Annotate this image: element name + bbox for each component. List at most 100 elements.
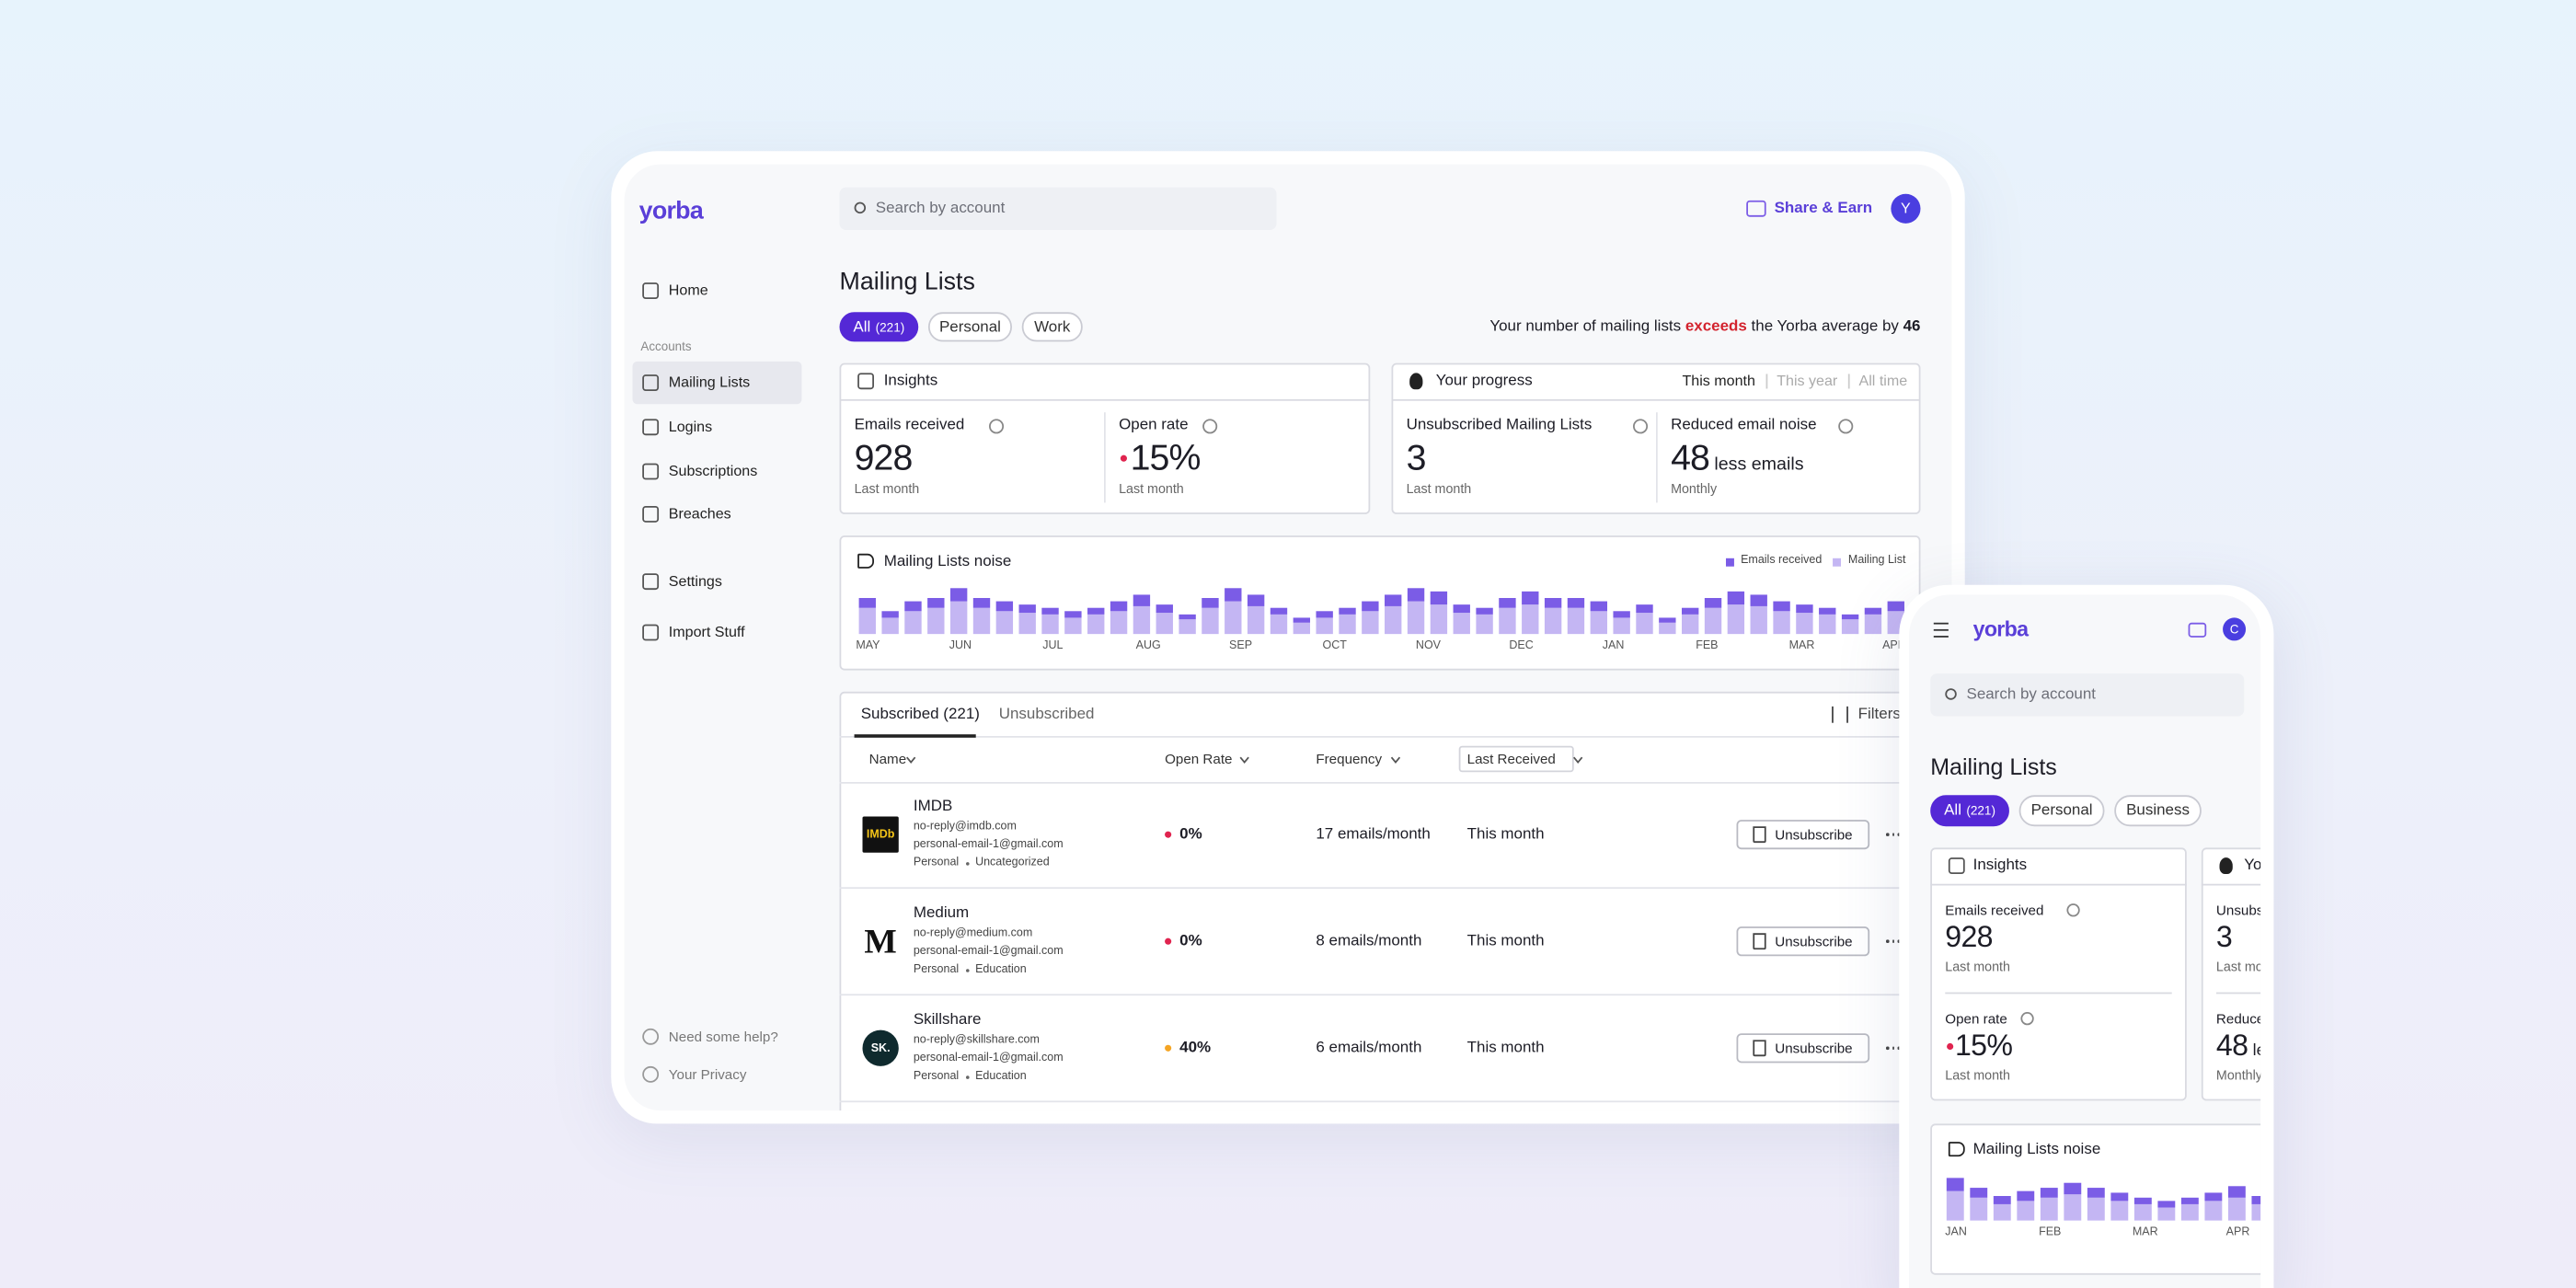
nav-item[interactable]: Import Stuff <box>668 623 745 640</box>
noise-bar <box>1293 617 1311 623</box>
column-header[interactable]: Name <box>868 750 907 767</box>
flame-icon <box>1409 373 1423 390</box>
noise-bar <box>2110 1201 2129 1221</box>
filter-pill[interactable]: All (221) <box>839 312 919 342</box>
legend-label: Mailing List <box>1847 555 1906 567</box>
noise-bar <box>1293 622 1311 635</box>
tag: Personal <box>913 857 960 869</box>
column-header[interactable]: Last Received <box>1466 750 1556 767</box>
noise-bar <box>1796 613 1813 635</box>
card-divider <box>1391 398 1921 401</box>
card-title: Mailing Lists noise <box>1972 1140 2101 1159</box>
noise-bar <box>1133 594 1151 606</box>
noise-bar <box>2251 1195 2261 1204</box>
search-icon <box>854 201 867 214</box>
card-title: Your progress <box>2244 856 2261 875</box>
nav-item[interactable]: Breaches <box>668 505 731 523</box>
search-box[interactable] <box>839 187 1277 230</box>
nav-item[interactable]: Mailing Lists <box>668 374 751 391</box>
filter-pill[interactable]: Personal <box>2018 795 2105 827</box>
month-label: JUL <box>1042 640 1064 652</box>
logo: M <box>862 920 899 960</box>
period-tab[interactable]: This year <box>1777 372 1838 389</box>
period-tab[interactable]: This month <box>1682 372 1755 389</box>
noise-bar <box>1362 611 1379 635</box>
noise-bar <box>1453 613 1470 635</box>
noise-bar <box>858 607 876 635</box>
metric-caption: Last month <box>854 481 920 497</box>
metric-caption: Last month <box>1945 960 2010 975</box>
filter-pill[interactable]: Business <box>2114 795 2202 827</box>
metric-label: Emails received <box>1945 902 2044 919</box>
metric-unit: less emails <box>2252 1041 2261 1061</box>
frequency: 8 emails/month <box>1316 932 1422 950</box>
row-email: personal-email-1@gmail.com <box>913 839 1064 851</box>
noise-bar <box>1430 604 1448 635</box>
column-header[interactable]: Frequency <box>1316 750 1383 767</box>
row-divider <box>839 1100 1921 1103</box>
noise-bar <box>1993 1203 2011 1221</box>
menu-line <box>1933 622 1949 625</box>
metric-divider <box>1655 412 1658 503</box>
noise-bar <box>1750 594 1767 606</box>
avatar[interactable] <box>2223 617 2247 641</box>
megaphone-icon <box>1948 1142 1965 1157</box>
month-label: APR <box>2225 1226 2250 1239</box>
metric-label: Emails received <box>854 416 965 434</box>
search-box[interactable] <box>1930 673 2245 717</box>
nav-item[interactable]: Logins <box>668 418 713 435</box>
tag-separator <box>965 969 969 973</box>
noise-bar <box>1727 591 1745 605</box>
metric-caption: Last month <box>1945 1068 2010 1084</box>
unsubscribe-button[interactable]: Unsubscribe <box>1736 820 1870 850</box>
period-separator <box>1765 374 1767 389</box>
nav-item[interactable]: Home <box>668 282 708 299</box>
logo-text: SK. <box>870 1042 891 1054</box>
noise-bar <box>1225 601 1242 635</box>
month-label: FEB <box>1696 640 1719 652</box>
row-tags: Personal Education <box>914 1071 1027 1085</box>
table-tab[interactable]: Unsubscribed <box>998 705 1095 724</box>
noise-bar <box>1110 611 1128 635</box>
footer-link[interactable]: Your Privacy <box>668 1065 747 1083</box>
footer-link[interactable]: Need some help? <box>668 1028 778 1045</box>
metric-value: 3 <box>1407 437 1427 480</box>
noise-bar <box>1590 611 1608 635</box>
page-title: Mailing Lists <box>839 268 975 296</box>
filter-pill[interactable]: All (221) <box>1930 795 2009 827</box>
metric-value: 15% <box>1131 437 1202 480</box>
month-label: DEC <box>1509 640 1534 652</box>
nav-item[interactable]: Subscriptions <box>668 462 758 479</box>
metric-caption: Monthly <box>1671 481 1718 497</box>
filters-button[interactable]: Filters <box>1857 705 1901 724</box>
metric-divider <box>1103 412 1106 503</box>
logo-text: M <box>864 920 897 960</box>
legend-swatch <box>1726 558 1734 567</box>
noise-bar <box>858 597 876 608</box>
noise-bar <box>1270 614 1288 635</box>
filter-pill[interactable]: Work <box>1021 312 1083 342</box>
metric-number: 3 <box>2215 920 2233 954</box>
noise-bar <box>1636 604 1653 614</box>
noise-bar <box>1156 604 1173 614</box>
column-header[interactable]: Open Rate <box>1165 750 1233 767</box>
noise-bar <box>2157 1201 2176 1208</box>
card-divider <box>839 398 1371 401</box>
noise-bar <box>2251 1203 2261 1221</box>
filter-pill[interactable]: Personal <box>927 312 1012 342</box>
avatar[interactable] <box>1891 193 1921 224</box>
frequency: 17 emails/month <box>1316 824 1431 844</box>
noise-bar <box>1476 607 1493 615</box>
noise-bar <box>1247 605 1265 635</box>
unsubscribe-button[interactable]: Unsubscribe <box>1736 926 1870 957</box>
noise-bar <box>2040 1188 2058 1198</box>
nav-item[interactable]: Settings <box>668 572 722 590</box>
metric-value: 928 <box>1945 920 1993 956</box>
row-tags: Personal Education <box>914 964 1027 978</box>
unsubscribe-button[interactable]: Unsubscribe <box>1736 1033 1870 1064</box>
period-tab[interactable]: All time <box>1858 372 1908 389</box>
table-tab[interactable]: Subscribed (221) <box>860 705 980 724</box>
noise-bar <box>1339 614 1356 635</box>
share-link[interactable]: Share & Earn <box>1774 199 1873 218</box>
filter-count: (221) <box>875 319 905 335</box>
